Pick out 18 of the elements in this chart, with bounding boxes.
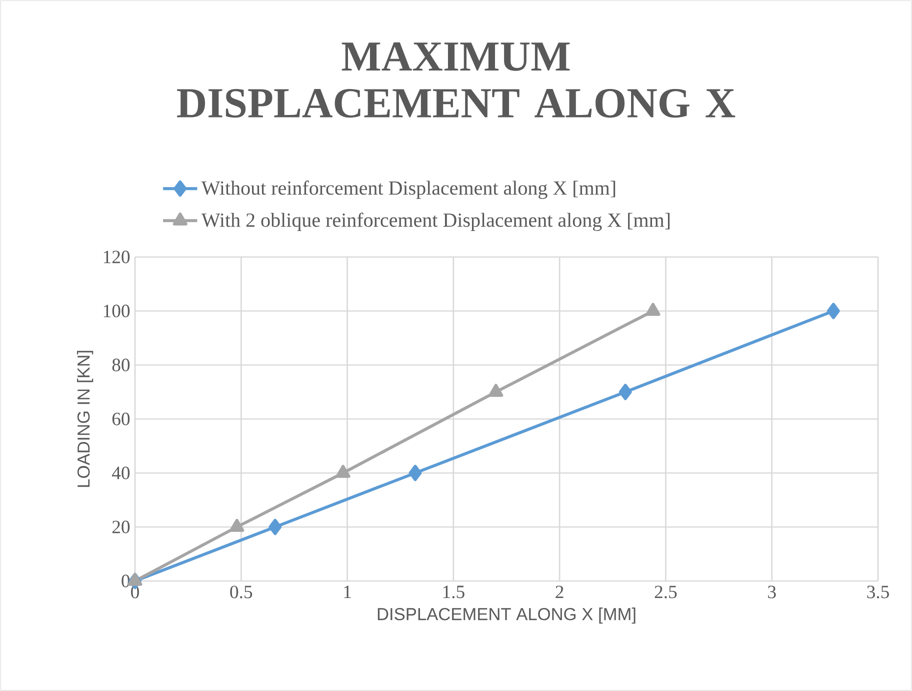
- y-tick-label: 100: [104, 304, 130, 318]
- x-tick-label: 2.5: [654, 586, 677, 598]
- x-tick-label: 3: [768, 586, 776, 598]
- legend-label: Without reinforcement Displacement along X [mm]: [201, 180, 616, 199]
- y-tick-label: 40: [112, 466, 130, 480]
- legend-label: With 2 oblique reinforcement Displacement along X [mm]: [201, 212, 670, 232]
- y-axis-title: LOADING IN [KN]: [76, 350, 94, 487]
- x-axis-title: DISPLACEMENT ALONG X [MM]: [378, 608, 636, 624]
- x-tick-label: 1: [344, 586, 351, 598]
- x-tick-label: 0.5: [230, 586, 252, 598]
- y-tick-label: 60: [112, 412, 130, 426]
- x-tick-label: 1.5: [443, 586, 464, 598]
- x-tick-label: 2: [556, 586, 564, 598]
- y-tick-label: 80: [112, 358, 130, 372]
- y-tick-label: 120: [104, 250, 130, 264]
- x-tick-label: 3.5: [867, 586, 889, 598]
- chart-title: MAXIMUM DISPLACEMENT ALONG X: [177, 42, 736, 118]
- y-tick-label: 20: [112, 520, 130, 534]
